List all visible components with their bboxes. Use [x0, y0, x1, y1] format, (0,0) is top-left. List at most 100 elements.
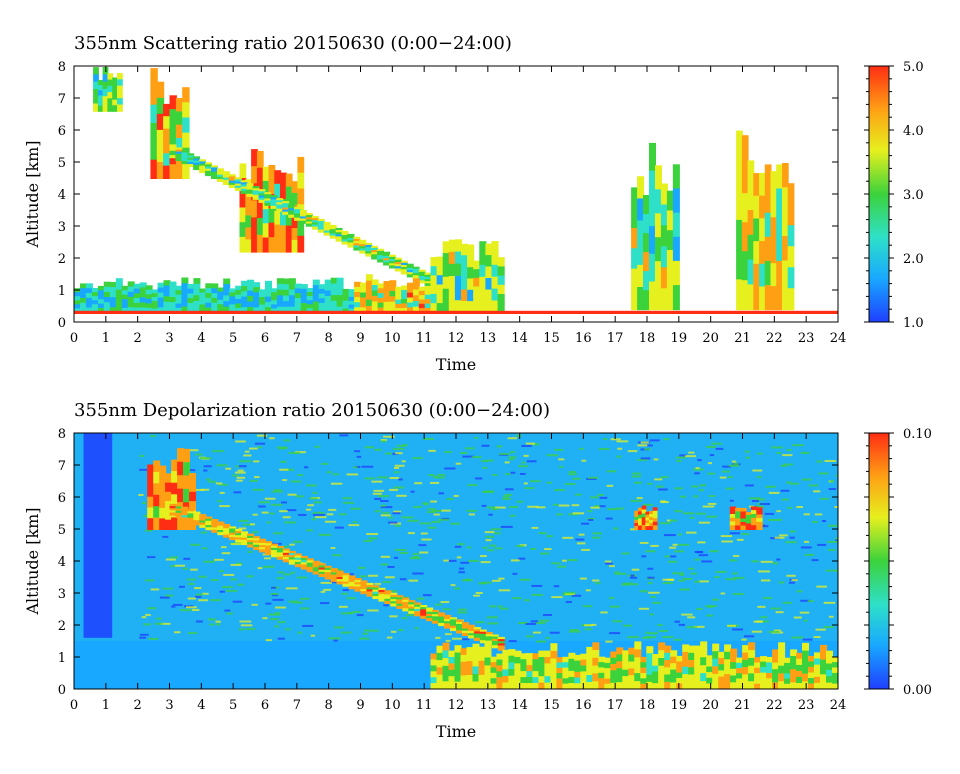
scattering-cell	[163, 296, 171, 303]
depolarization-cell	[360, 582, 368, 586]
depolarization-cell	[700, 649, 708, 659]
scattering-cell	[418, 308, 426, 314]
depolarization-speckle	[307, 504, 315, 507]
depolarization-cell	[592, 657, 600, 667]
depolarization-cell	[740, 515, 747, 520]
depolarization-speckle	[155, 617, 162, 620]
depolarization-cell	[532, 659, 540, 667]
depolarization-speckle	[426, 511, 436, 514]
scattering-cell	[169, 122, 177, 138]
scattering-cell	[672, 188, 680, 214]
scattering-cell	[247, 296, 255, 303]
depolarization-cell	[193, 522, 201, 526]
scattering-cell	[300, 307, 308, 314]
depolarization-speckle	[290, 480, 302, 483]
scattering-cell	[412, 266, 420, 270]
depolarization-speckle	[207, 618, 217, 621]
depolarization-speckle	[613, 527, 619, 530]
depolarization-cell	[628, 682, 636, 689]
depolarization-cell	[259, 542, 266, 546]
depolarization-speckle	[650, 544, 659, 547]
depolarization-cell	[223, 532, 231, 536]
scattering-cell	[330, 306, 338, 314]
depolarization-cell	[408, 610, 416, 614]
depolarization-speckle	[292, 540, 303, 543]
depolarization-cell	[634, 513, 639, 518]
depolarization-y-tick-label: 3	[58, 587, 66, 602]
depolarization-speckle	[235, 562, 243, 565]
scattering-cell	[251, 217, 258, 236]
depolarization-speckle	[498, 577, 505, 580]
scattering-cell	[107, 85, 114, 93]
scattering-cell	[672, 260, 680, 286]
depolarization-speckle	[813, 636, 821, 639]
depolarization-speckle	[144, 529, 153, 532]
scattering-cell	[222, 179, 230, 183]
depolarization-speckle	[225, 589, 238, 592]
depolarization-cell	[171, 517, 179, 530]
depolarization-speckle	[364, 477, 376, 480]
depolarization-cell	[772, 669, 780, 677]
scattering-cell	[211, 175, 218, 179]
scattering-cell	[258, 191, 266, 195]
scattering-cell	[497, 303, 505, 314]
scattering-cell	[205, 297, 213, 304]
depolarization-cell	[485, 636, 493, 640]
scattering-cell	[288, 283, 296, 291]
depolarization-cell	[420, 611, 428, 615]
scattering-cell	[297, 188, 305, 206]
scattering-cell	[193, 167, 201, 171]
scattering-cell	[491, 288, 499, 302]
depolarization-speckle	[515, 434, 522, 437]
depolarization-cell	[235, 539, 243, 543]
depolarization-cell	[820, 652, 827, 661]
depolarization-cell	[646, 674, 654, 683]
scattering-cell	[461, 278, 469, 291]
depolarization-speckle	[453, 587, 461, 590]
scattering-heatmap	[74, 66, 838, 322]
depolarization-cell	[372, 596, 380, 600]
scattering-cell	[264, 200, 272, 204]
scattering-cell	[271, 300, 278, 306]
depolarization-speckle	[508, 456, 517, 459]
depolarization-cell	[556, 667, 564, 675]
scattering-cell	[205, 170, 212, 174]
scattering-cb-label-2: 2.0	[903, 252, 924, 267]
depolarization-speckle	[502, 495, 510, 498]
scattering-cell	[454, 263, 462, 277]
depolarization-speckle	[740, 533, 750, 536]
depolarization-cell	[641, 525, 647, 530]
scattering-cell	[297, 235, 305, 253]
depolarization-cell	[628, 647, 636, 656]
depolarization-cell	[450, 628, 457, 632]
depolarization-speckle	[373, 489, 385, 492]
depolarization-speckle	[647, 576, 655, 579]
scattering-y-tick-label: 5	[58, 156, 66, 171]
depolarization-speckle	[757, 620, 770, 623]
depolarization-cell	[640, 683, 648, 689]
scattering-cell	[181, 152, 189, 156]
scattering-cell	[150, 104, 158, 124]
scattering-cell	[400, 260, 408, 264]
scattering-cell	[264, 198, 272, 202]
scattering-cell	[318, 298, 326, 304]
scattering-cell	[205, 162, 212, 166]
depolarization-speckle	[553, 585, 560, 588]
depolarization-cell	[402, 608, 410, 612]
depolarization-speckle	[276, 577, 285, 580]
scattering-cell	[497, 257, 505, 268]
depolarization-cell	[478, 674, 486, 683]
depolarization-speckle	[803, 540, 809, 543]
depolarization-cell	[294, 564, 302, 568]
depolarization-speckle	[607, 508, 617, 511]
scattering-cell	[312, 296, 320, 303]
depolarization-cell	[638, 511, 643, 516]
depolarization-cell	[586, 653, 594, 662]
depolarization-cell	[646, 646, 654, 655]
depolarization-cell	[348, 577, 356, 581]
scattering-cell	[150, 123, 158, 143]
depolarization-cell	[175, 508, 183, 512]
scattering-cell	[229, 288, 237, 294]
scattering-cell	[395, 295, 403, 301]
depolarization-cell	[484, 641, 492, 651]
